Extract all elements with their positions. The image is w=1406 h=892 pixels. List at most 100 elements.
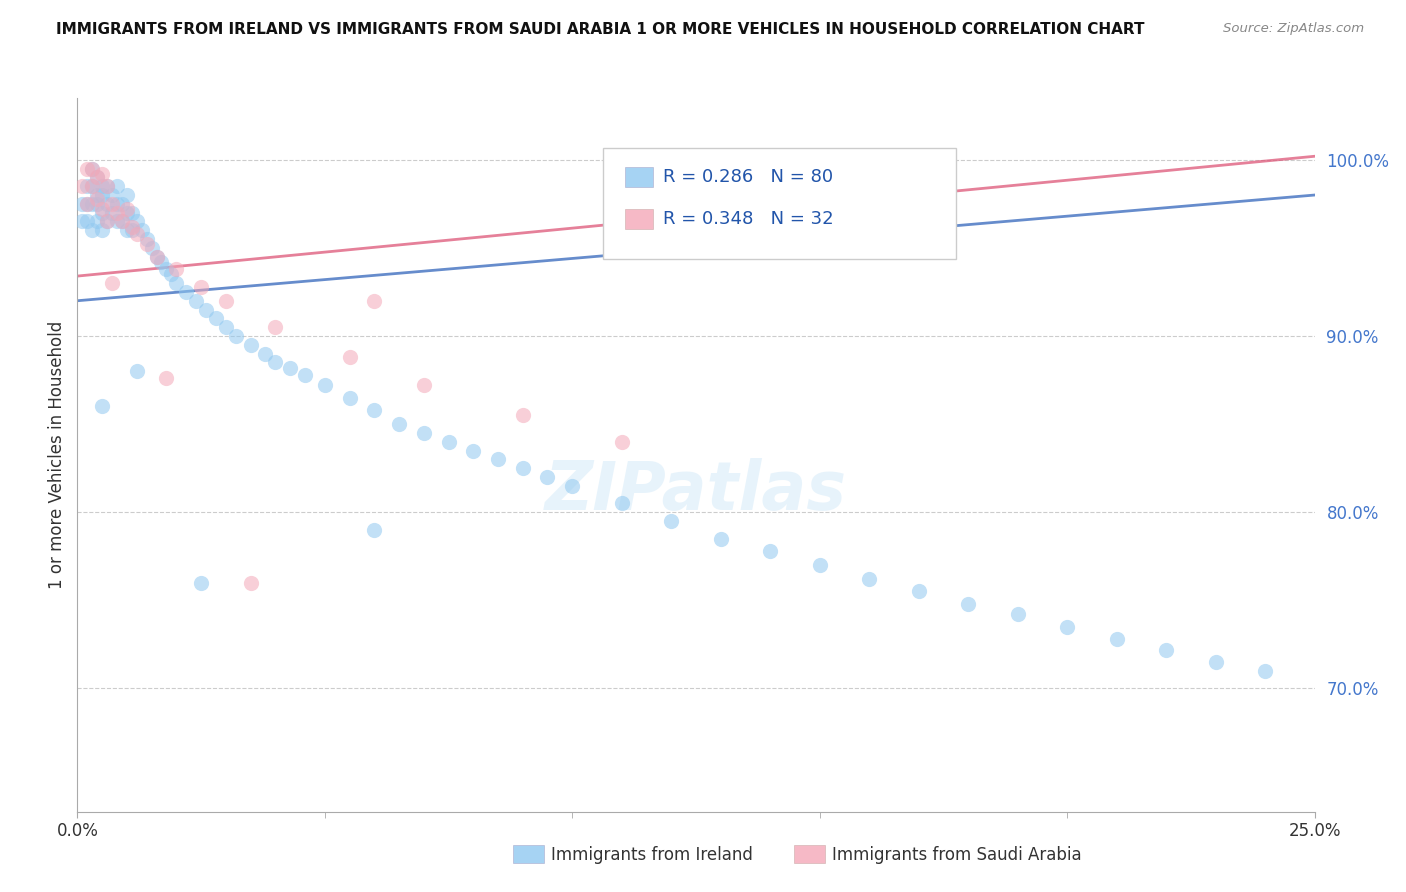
Point (808, 170, 831, 185)
Point (91, 223, 114, 237)
Point (278, 360, 301, 375)
Point (512, 461, 534, 475)
Point (125, 364, 148, 378)
Point (1056, 620, 1078, 634)
FancyBboxPatch shape (626, 167, 652, 186)
Point (115, 205, 138, 219)
Point (1254, 664, 1277, 678)
Point (105, 179, 128, 194)
Text: Immigrants from Saudi Arabia: Immigrants from Saudi Arabia (832, 846, 1083, 863)
Point (82, 161, 104, 176)
Point (145, 250, 167, 264)
Point (76, 197, 98, 211)
Point (91, 205, 114, 219)
Point (184, 293, 207, 308)
Point (76, 214, 98, 228)
Point (96, 179, 118, 194)
FancyBboxPatch shape (603, 148, 956, 259)
Point (463, 443, 485, 458)
Point (72, 179, 94, 194)
Point (105, 197, 128, 211)
Point (82, 179, 104, 194)
Point (659, 514, 682, 528)
Point (339, 391, 361, 405)
Point (215, 293, 238, 308)
Point (610, 496, 633, 510)
Point (710, 532, 733, 546)
Point (165, 276, 187, 290)
Point (225, 329, 247, 343)
Point (388, 417, 411, 431)
Point (121, 219, 143, 234)
Text: R = 0.286   N = 80: R = 0.286 N = 80 (662, 168, 832, 186)
Point (363, 293, 385, 308)
Point (125, 214, 148, 228)
Point (96, 214, 118, 228)
Point (195, 302, 218, 317)
Point (759, 544, 782, 558)
Point (160, 268, 183, 282)
Point (1105, 632, 1128, 646)
Point (264, 320, 287, 334)
Point (339, 350, 361, 364)
Point (121, 205, 143, 219)
Point (486, 452, 509, 467)
Point (155, 371, 177, 385)
Point (111, 214, 134, 228)
Point (155, 262, 177, 277)
Point (96, 197, 118, 211)
Point (91, 202, 114, 216)
Point (105, 214, 128, 228)
Point (412, 425, 434, 440)
Point (86, 192, 108, 206)
Point (239, 575, 262, 590)
Point (121, 223, 143, 237)
Point (135, 232, 157, 246)
Point (96, 179, 118, 194)
Point (437, 434, 460, 449)
Point (239, 338, 262, 352)
Point (72, 214, 94, 228)
Text: R = 0.348   N = 32: R = 0.348 N = 32 (662, 211, 834, 228)
Point (512, 409, 534, 423)
Point (131, 223, 153, 237)
Point (96, 214, 118, 228)
Point (125, 227, 148, 241)
Point (101, 188, 124, 202)
Point (82, 179, 104, 194)
Point (91, 188, 114, 202)
Point (111, 197, 134, 211)
Point (294, 368, 316, 382)
Point (82, 223, 104, 237)
Point (82, 197, 104, 211)
Point (145, 250, 167, 264)
Point (1007, 607, 1029, 622)
Point (215, 320, 238, 334)
Point (115, 223, 138, 237)
Point (264, 355, 287, 369)
Point (412, 378, 434, 392)
Point (561, 479, 583, 493)
Point (101, 197, 124, 211)
Point (76, 161, 98, 176)
Point (86, 170, 108, 185)
Point (105, 205, 128, 219)
Point (76, 179, 98, 194)
Point (165, 262, 187, 277)
Point (91, 167, 114, 181)
Point (76, 197, 98, 211)
Point (141, 241, 163, 255)
Text: IMMIGRANTS FROM IRELAND VS IMMIGRANTS FROM SAUDI ARABIA 1 OR MORE VEHICLES IN HO: IMMIGRANTS FROM IRELAND VS IMMIGRANTS FR… (56, 22, 1144, 37)
Point (86, 214, 108, 228)
Point (254, 346, 277, 360)
Point (907, 584, 929, 599)
Point (91, 400, 114, 414)
Point (86, 170, 108, 185)
FancyBboxPatch shape (626, 210, 652, 229)
Point (115, 202, 138, 216)
Point (190, 575, 212, 590)
Point (808, 558, 831, 572)
Point (957, 597, 980, 611)
Point (190, 279, 212, 293)
Text: ZIPatlas: ZIPatlas (546, 458, 846, 524)
